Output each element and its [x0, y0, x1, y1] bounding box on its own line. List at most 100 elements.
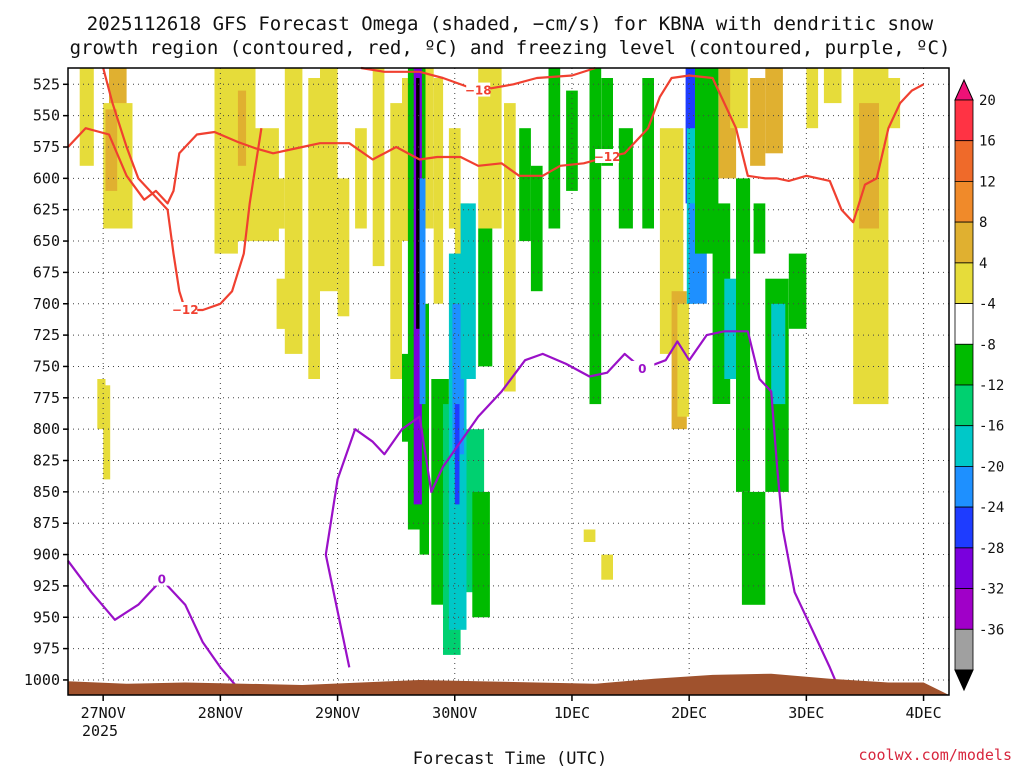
contour-label-bg	[630, 360, 655, 375]
contour-label: −12	[172, 303, 199, 317]
omega-shade-region	[583, 529, 596, 542]
omega-shade-region	[859, 103, 879, 229]
omega-shade-region	[103, 385, 111, 480]
omega-shade-region	[284, 68, 303, 354]
omega-shade-region	[730, 68, 748, 129]
omega-shade-region	[460, 203, 476, 379]
x-axis-label: Forecast Time (UTC)	[413, 749, 607, 768]
omega-shade-region	[472, 491, 490, 618]
omega-shade-region	[419, 178, 426, 405]
omega-shade-region	[276, 278, 289, 329]
omega-shade-region	[255, 128, 279, 242]
omega-shade-region	[79, 68, 94, 166]
omega-shade-region	[402, 78, 414, 241]
omega-shade-region	[308, 78, 320, 379]
colorbar-tick-label: 12	[979, 174, 996, 190]
omega-shading	[79, 68, 901, 655]
y-tick-label: 575	[33, 138, 60, 156]
omega-shade-region	[589, 68, 602, 405]
omega-shade-region	[452, 303, 465, 455]
colorbar-swatch	[954, 425, 974, 467]
chart-title-line1: 2025112618 GFS Forecast Omega (shaded, −…	[87, 13, 934, 35]
plot-frame	[67, 67, 950, 696]
colorbar-swatch	[954, 99, 974, 142]
colorbar-tick-label: -12	[979, 378, 1004, 394]
omega-shade-region	[355, 128, 367, 229]
colorbar-swatch	[954, 588, 974, 630]
omega-shade-region	[478, 68, 502, 229]
contour-label: −12	[594, 150, 621, 164]
y-tick-label: 725	[33, 326, 60, 344]
omega-shade-region	[105, 109, 118, 191]
contour-label: 0	[158, 573, 166, 587]
colorbar-tick-label: 16	[979, 134, 996, 150]
y-tick-label: 625	[33, 201, 60, 219]
y-tick-label: 1000	[24, 671, 60, 689]
y-tick-label: 775	[33, 389, 60, 407]
colorbar-bottom-arrow	[954, 669, 974, 692]
omega-shade-region	[788, 253, 807, 329]
colorbar: 20 16 12 8 4 -4 -8 -12 -16 -20 -24 -28 -32 -36	[954, 78, 1004, 692]
y-tick-label: 900	[33, 546, 60, 564]
x-axis-ticks: 27NOV 28NOV 29NOV 30NOV 1DEC 2DEC 3DEC 4DEC	[81, 695, 942, 722]
omega-shade-region	[402, 353, 414, 442]
contour-label: −18	[465, 84, 492, 98]
colorbar-swatch	[954, 262, 974, 304]
x-axis-year: 2025	[82, 722, 118, 740]
omega-shade-region	[530, 165, 543, 292]
credit-link[interactable]: coolwx.com/models	[858, 746, 1012, 764]
x-tick-label: 1DEC	[554, 704, 590, 722]
colorbar-swatch	[954, 303, 974, 345]
y-tick-label: 650	[33, 232, 60, 250]
colorbar-tick-label: -20	[979, 459, 1004, 475]
omega-shade-region	[765, 68, 783, 154]
omega-shade-region	[882, 78, 901, 129]
omega-shade-region	[237, 90, 247, 166]
colorbar-swatch	[954, 547, 974, 590]
omega-shade-region	[806, 68, 819, 129]
omega-shade-region	[753, 203, 766, 254]
y-tick-label: 525	[33, 75, 60, 93]
omega-shade-region	[390, 103, 402, 379]
contour-lines: −12 −12 −18 0 0	[67, 66, 925, 696]
terrain-surface	[68, 673, 949, 695]
omega-shade-region	[478, 228, 493, 367]
y-tick-label: 825	[33, 452, 60, 470]
y-tick-label: 925	[33, 577, 60, 595]
x-tick-label: 29NOV	[315, 704, 360, 722]
y-tick-label: 600	[33, 169, 60, 187]
contour-label-bg	[173, 302, 198, 317]
colorbar-tick-label: -4	[979, 297, 996, 313]
gridlines	[68, 68, 949, 695]
colorbar-tick-label: -36	[979, 622, 1004, 638]
omega-shade-region	[695, 68, 719, 254]
y-tick-label: 950	[33, 608, 60, 626]
colorbar-tick-label: -8	[979, 337, 996, 353]
omega-shade-region	[724, 278, 739, 379]
x-tick-label: 28NOV	[198, 704, 243, 722]
omega-shade-region	[771, 303, 786, 405]
y-tick-label: 700	[33, 295, 60, 313]
omega-shade-region	[548, 68, 561, 229]
omega-shade-region	[601, 554, 613, 580]
contour-line	[324, 330, 843, 696]
omega-shade-region	[823, 68, 842, 104]
omega-shade-region	[337, 178, 350, 317]
omega-shade-region	[273, 178, 285, 229]
colorbar-tick-label: 4	[979, 256, 987, 272]
colorbar-swatch	[954, 140, 974, 182]
colorbar-swatch	[954, 506, 974, 549]
omega-shade-region	[433, 78, 444, 304]
colorbar-swatch	[954, 343, 974, 386]
colorbar-tick-label: -24	[979, 500, 1004, 516]
contour-line	[67, 74, 925, 224]
y-tick-label: 875	[33, 514, 60, 532]
omega-shade-region	[601, 78, 613, 166]
y-tick-label: 850	[33, 483, 60, 501]
contour-label-bg	[149, 571, 174, 586]
omega-shade-region	[750, 78, 766, 166]
chart-title-line2: growth region (contoured, red, ºC) and f…	[70, 37, 951, 59]
y-tick-label: 975	[33, 640, 60, 658]
contour-label: 0	[638, 362, 646, 376]
